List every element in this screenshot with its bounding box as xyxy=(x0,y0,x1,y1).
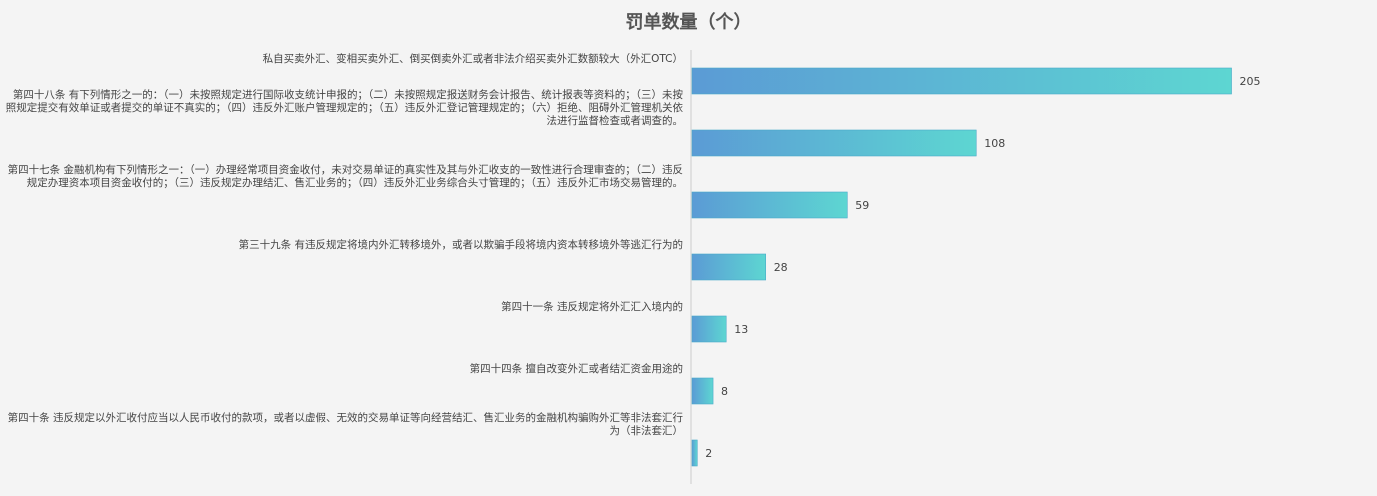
value-label-4: 13 xyxy=(734,323,749,336)
value-label-6: 2 xyxy=(705,447,713,460)
category-label-1: 第四十八条 有下列情形之一的：（一）未按照规定进行国际收支统计申报的；（二）未按… xyxy=(5,89,683,127)
value-label-2: 59 xyxy=(855,199,870,212)
bar-3 xyxy=(691,253,766,281)
category-label-5: 第四十四条 擅自改变外汇或者结汇资金用途的 xyxy=(469,363,683,375)
bar-5 xyxy=(691,377,714,405)
value-label-5: 8 xyxy=(721,385,729,398)
value-label-1: 108 xyxy=(984,137,1006,150)
bar-2 xyxy=(691,191,848,219)
bars-group xyxy=(691,67,1232,467)
bar-6 xyxy=(691,439,698,467)
value-label-3: 28 xyxy=(773,261,788,274)
category-label-6: 第四十条 违反规定以外汇收付应当以人民币收付的款项，或者以虚假、无效的交易单证等… xyxy=(7,412,683,437)
category-label-0: 私自买卖外汇、变相买卖外汇、倒买倒卖外汇或者非法介绍买卖外汇数额较大（外汇OTC… xyxy=(262,53,683,65)
value-label-0: 205 xyxy=(1239,75,1261,88)
bar-1 xyxy=(691,129,977,157)
category-label-3: 第三十九条 有违反规定将境内外汇转移境外，或者以欺骗手段将境内资本转移境外等逃汇… xyxy=(238,239,683,251)
bar-0 xyxy=(691,67,1232,95)
category-label-4: 第四十一条 违反规定将外汇汇入境内的 xyxy=(501,301,683,313)
category-label-2: 第四十七条 金融机构有下列情形之一：（一）办理经常项目资金收付，未对交易单证的真… xyxy=(7,164,683,189)
bar-4 xyxy=(691,315,727,343)
chart-title: 罚单数量（个） xyxy=(625,12,752,33)
